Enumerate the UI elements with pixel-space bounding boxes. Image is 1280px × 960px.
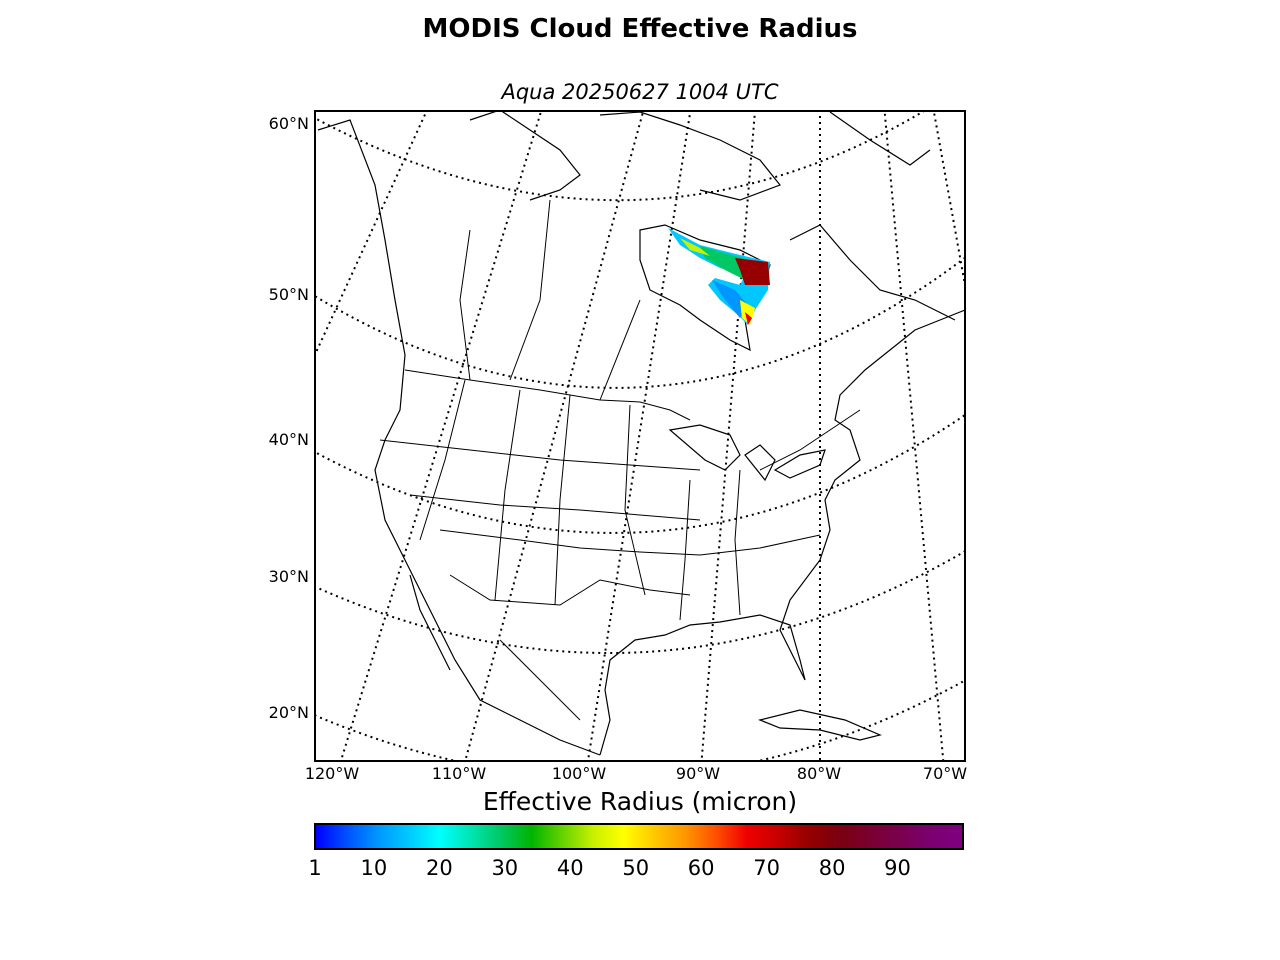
lat-label-60: 60°N (268, 114, 309, 133)
map-frame (314, 110, 966, 762)
colorbar-tick-label: 1 (308, 856, 322, 880)
lon-label-100w: 100°W (551, 764, 607, 783)
colorbar-title: Effective Radius (micron) (482, 787, 798, 816)
colorbar-tick-label: 30 (491, 856, 519, 880)
lon-label-70w: 70°W (922, 764, 968, 783)
cloud-effective-radius-swath (668, 228, 770, 325)
lat-label-50: 50°N (268, 285, 309, 304)
lat-label-40: 40°N (268, 430, 309, 449)
colorbar (314, 823, 964, 850)
graticule-meridians (315, 111, 965, 761)
colorbar-tick-label: 50 (622, 856, 650, 880)
lat-label-30: 30°N (268, 567, 309, 586)
lon-label-80w: 80°W (796, 764, 842, 783)
chart-subtitle: Aqua 20250627 1004 UTC (501, 80, 779, 104)
colorbar-tick-label: 80 (818, 856, 846, 880)
chart-title: MODIS Cloud Effective Radius (422, 14, 858, 44)
colorbar-tick-label: 60 (687, 856, 715, 880)
colorbar-tick-label: 40 (556, 856, 584, 880)
coastlines (317, 111, 965, 756)
colorbar-tick-label: 20 (425, 856, 453, 880)
lon-label-110w: 110°W (431, 764, 487, 783)
lon-label-120w: 120°W (304, 764, 360, 783)
colorbar-tick-label: 70 (753, 856, 780, 880)
lon-label-90w: 90°W (675, 764, 721, 783)
lat-label-20: 20°N (268, 703, 309, 722)
graticule-parallels (315, 111, 965, 761)
political-borders (379, 199, 861, 721)
colorbar-tick-label: 90 (884, 856, 911, 880)
colorbar-tick-label: 10 (360, 856, 388, 880)
